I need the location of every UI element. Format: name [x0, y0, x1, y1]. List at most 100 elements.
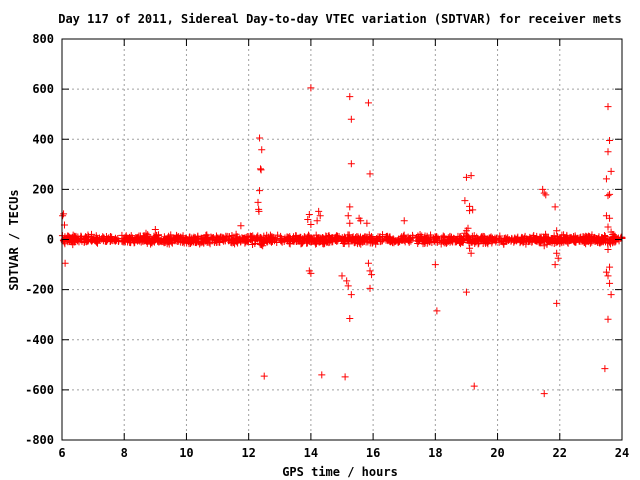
band-point [612, 235, 620, 243]
band-point [449, 238, 457, 246]
band-point [353, 233, 361, 241]
band-point [194, 233, 202, 241]
band-point [202, 234, 210, 242]
band-point [470, 232, 478, 240]
band-point [391, 237, 399, 245]
band-point [516, 238, 524, 246]
band-point [413, 237, 421, 245]
outlier-point [363, 219, 371, 227]
band-point [131, 238, 139, 246]
outlier-point [602, 268, 610, 276]
band-point [270, 233, 278, 241]
band-point [583, 234, 591, 242]
band-point [120, 236, 128, 244]
band-point [146, 238, 154, 246]
band-point [386, 238, 394, 246]
band-point [267, 237, 275, 245]
y-axis-label: SDTVAR / TECUs [7, 189, 21, 290]
outlier-point [606, 214, 614, 222]
outlier-point [469, 206, 477, 214]
band-point [161, 238, 169, 246]
band-point [556, 238, 564, 246]
x-tick-label: 24 [615, 446, 629, 460]
band-point [155, 238, 163, 246]
x-tick-label: 20 [490, 446, 504, 460]
band-point [332, 232, 340, 240]
outlier-point [461, 197, 469, 205]
band-point [295, 234, 303, 242]
x-tick-label: 6 [58, 446, 65, 460]
band-point [274, 231, 282, 239]
data-points [58, 84, 626, 398]
band-point [452, 237, 460, 245]
outlier-point [366, 284, 374, 292]
outlier-point [59, 212, 67, 220]
band-point [566, 235, 574, 243]
band-point [499, 237, 507, 245]
band-point [423, 234, 431, 242]
outlier-point [604, 148, 612, 156]
band-point [433, 237, 441, 245]
band-point [549, 235, 557, 243]
outlier-point [551, 203, 559, 211]
outlier-point [553, 299, 561, 307]
outlier-point [602, 175, 610, 183]
outlier-point [604, 315, 612, 323]
band-point [481, 234, 489, 242]
band-point [537, 237, 545, 245]
outlier-point [433, 307, 441, 315]
band-point [400, 233, 408, 241]
band-point [297, 240, 305, 248]
x-tick-label: 16 [366, 446, 380, 460]
band-point [344, 235, 352, 243]
band-point [305, 232, 313, 240]
band-point [469, 236, 477, 244]
band-point [525, 235, 533, 243]
outlier-point [256, 165, 264, 173]
outlier-point [607, 167, 615, 175]
outlier-point [258, 146, 266, 154]
x-tick-label: 18 [428, 446, 442, 460]
band-point [184, 236, 192, 244]
outlier-point [364, 259, 372, 267]
band-point [104, 236, 112, 244]
band-point [567, 234, 575, 242]
band-point [421, 240, 429, 248]
outlier-point [462, 173, 470, 181]
band-point [298, 239, 306, 247]
band-point [385, 235, 393, 243]
band-point [233, 238, 241, 246]
outlier-point [604, 223, 612, 231]
outlier-point [601, 365, 609, 373]
band-point [173, 231, 181, 239]
band-point [308, 238, 316, 246]
band-point [121, 237, 129, 245]
band-point [362, 238, 370, 246]
band-point [228, 235, 236, 243]
outlier-point [540, 390, 548, 398]
band-point [416, 231, 424, 239]
band-point [328, 234, 336, 242]
band-point [141, 236, 149, 244]
band-point [134, 233, 142, 241]
outlier-point [61, 259, 69, 267]
outlier-point [606, 190, 614, 198]
band-point [407, 234, 415, 242]
outlier-point [461, 229, 469, 237]
outlier-point [313, 217, 321, 225]
y-tick-label: 800 [32, 32, 54, 46]
band-point [310, 237, 318, 245]
outlier-point [344, 212, 352, 220]
outlier-point [366, 170, 374, 178]
outlier-point [315, 207, 323, 215]
outlier-point [347, 291, 355, 299]
band-point [511, 237, 519, 245]
outlier-point [539, 185, 547, 193]
outlier-point [60, 210, 68, 218]
outlier-point [554, 254, 562, 262]
y-tick-label: -600 [25, 383, 54, 397]
outlier-point [551, 261, 559, 269]
outlier-point [346, 93, 354, 101]
outlier-point [540, 189, 548, 197]
outlier-point [604, 246, 612, 254]
